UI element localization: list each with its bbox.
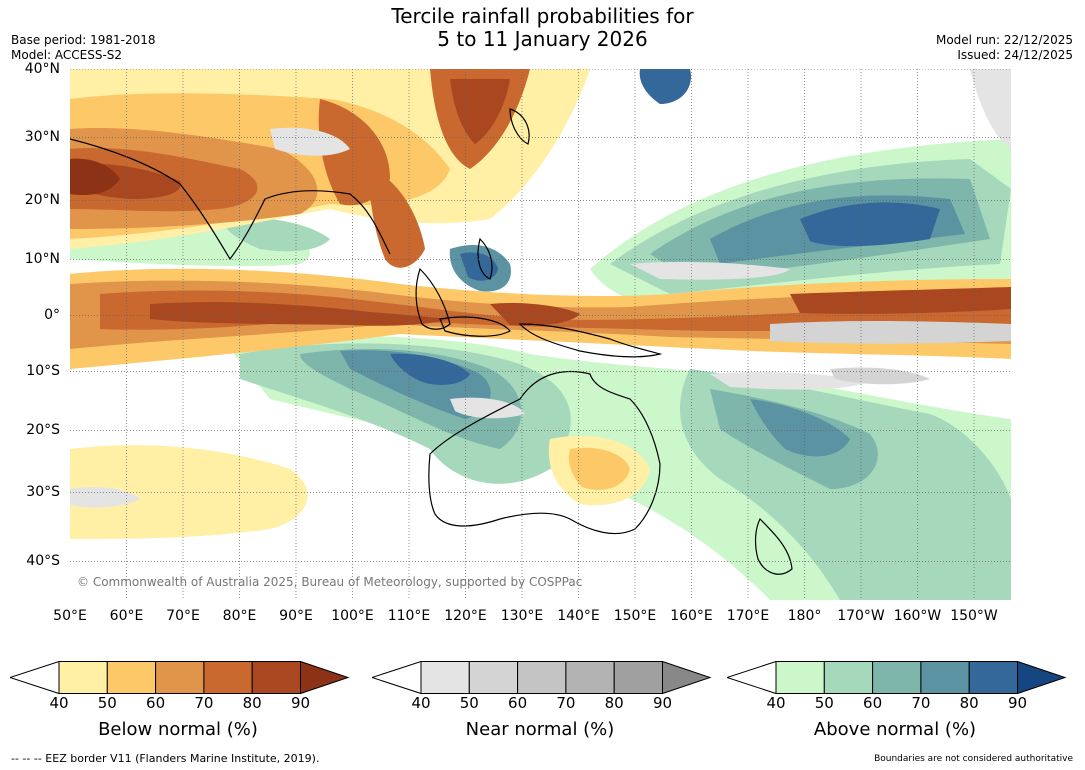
- colorbar-tick: 50: [97, 694, 117, 712]
- title-line-1: Tercile rainfall probabilities for: [391, 4, 694, 28]
- boundaries-disclaimer: Boundaries are not considered authoritat…: [874, 754, 1073, 764]
- colorbar-tick: 90: [652, 694, 673, 712]
- near-normal-regions: [70, 69, 1011, 508]
- colorbar-tick: 90: [290, 694, 311, 712]
- colorbar-tick: 40: [411, 694, 431, 712]
- lon-label: 170°W: [837, 608, 885, 624]
- rainfall-probability-map: [70, 69, 1011, 600]
- model-name: Model: ACCESS-S2: [11, 48, 123, 62]
- lon-label: 70°E: [166, 608, 200, 624]
- model-run: Model run: 22/12/2025: [935, 33, 1073, 47]
- colorbar-tick: 80: [604, 694, 624, 712]
- colorbar-tick: 60: [863, 694, 883, 712]
- lat-label: 40°N: [24, 61, 60, 77]
- lon-label: 180°: [787, 608, 822, 624]
- colorbar-title-below: Below normal (%): [98, 719, 258, 740]
- lon-label: 150°E: [613, 608, 657, 624]
- colorbar-tick: 70: [194, 694, 214, 712]
- colorbar-near-normal: [372, 661, 712, 695]
- lon-label: 90°E: [279, 608, 313, 624]
- colorbar-tick: 50: [814, 694, 834, 712]
- lon-label: 160°E: [670, 608, 713, 624]
- colorbar-tick: 80: [959, 694, 979, 712]
- lon-label: 80°E: [222, 608, 257, 624]
- lon-label: 150°W: [950, 608, 998, 624]
- colorbar-tick: 40: [766, 694, 786, 712]
- lon-label: 110°E: [387, 608, 431, 624]
- lat-label: 40°S: [26, 553, 60, 569]
- lon-label: 130°E: [500, 608, 544, 624]
- lat-label: 10°N: [24, 251, 60, 267]
- colorbar-title-near: Near normal (%): [465, 719, 615, 740]
- colorbar-title-above: Above normal (%): [813, 719, 977, 740]
- lon-label: 170°E: [726, 608, 770, 624]
- lat-label: 20°N: [24, 192, 60, 208]
- lon-label: 50°E: [53, 608, 87, 624]
- lon-label: 60°E: [109, 608, 144, 624]
- map-copyright: © Commonwealth of Australia 2025, Bureau…: [77, 575, 583, 589]
- lat-label: 30°S: [26, 484, 60, 500]
- lon-label: 100°E: [331, 608, 374, 624]
- colorbar-tick: 60: [508, 694, 528, 712]
- colorbar-below-normal: [10, 661, 350, 695]
- colorbar-tick: 50: [459, 694, 479, 712]
- below-normal-regions: [70, 69, 1011, 539]
- lon-label: 120°E: [444, 608, 487, 624]
- colorbar-tick: 80: [242, 694, 262, 712]
- lat-label: 0°: [44, 307, 60, 323]
- title-line-2: 5 to 11 January 2026: [437, 27, 648, 51]
- colorbar-above-normal: [727, 661, 1067, 695]
- colorbar-tick: 60: [146, 694, 166, 712]
- colorbar-tick: 70: [556, 694, 576, 712]
- colorbar-tick: 70: [911, 694, 931, 712]
- lat-label: 20°S: [26, 422, 60, 438]
- issued-date: Issued: 24/12/2025: [957, 48, 1073, 62]
- colorbar-tick: 90: [1007, 694, 1028, 712]
- base-period: Base period: 1981-2018: [11, 33, 156, 47]
- colorbar-tick: 40: [49, 694, 69, 712]
- lon-label: 140°E: [557, 608, 600, 624]
- lat-label: 30°N: [24, 129, 60, 145]
- coastlines: [70, 108, 793, 575]
- lat-label: 10°S: [26, 363, 60, 379]
- lon-label: 160°W: [893, 608, 942, 624]
- eez-border-note: -- -- -- EEZ border V11 (Flanders Marine…: [11, 752, 320, 765]
- graticule: [70, 69, 1011, 600]
